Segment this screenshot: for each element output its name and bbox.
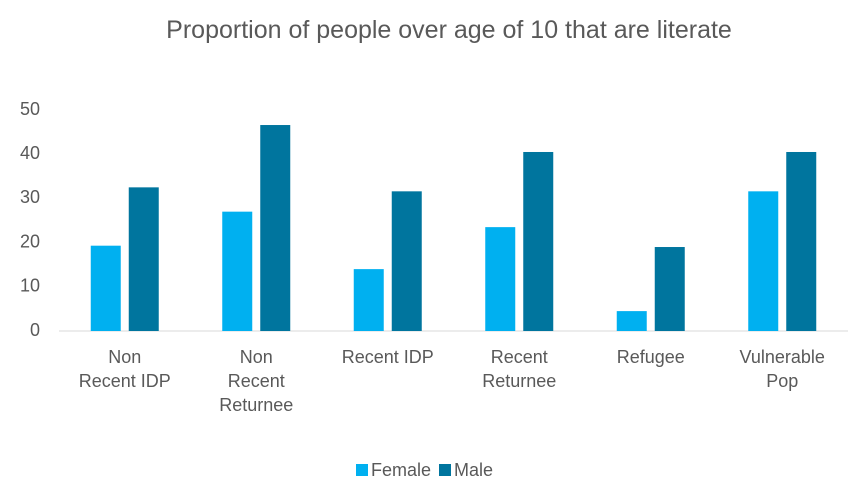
chart-title: Proportion of people over age of 10 that… — [166, 16, 732, 44]
y-tick-label: 20 — [20, 231, 40, 251]
x-tick-label: Non Recent IDP — [78, 347, 171, 391]
bar — [485, 227, 516, 331]
y-tick-label: 40 — [20, 143, 40, 163]
legend-swatch — [355, 464, 368, 476]
bar — [391, 191, 422, 331]
legend-swatch — [439, 464, 451, 476]
legend-item: Female — [355, 460, 431, 480]
x-tick-label: Recent IDP — [341, 347, 434, 367]
x-tick-label: Refugee — [616, 347, 685, 367]
bar — [786, 151, 817, 331]
bar — [523, 151, 554, 331]
bar — [90, 245, 121, 331]
bar — [616, 311, 647, 331]
legend: Female Male — [0, 460, 849, 481]
x-tick-label: Recent Returnee — [482, 347, 557, 391]
x-tick-label: Vulnerable Pop — [739, 347, 825, 391]
bar — [128, 187, 159, 331]
y-tick-label: 10 — [20, 276, 40, 296]
bar — [654, 247, 685, 331]
bar — [353, 269, 384, 331]
legend-label: Female — [370, 460, 431, 480]
bar — [222, 211, 253, 331]
legend-label: Male — [454, 460, 494, 480]
y-tick-label: 50 — [20, 99, 40, 119]
legend-item: Male — [439, 460, 493, 480]
y-tick-label: 0 — [30, 320, 40, 340]
y-tick-label: 30 — [20, 187, 40, 207]
x-tick-label: Non Recent Returnee — [219, 347, 294, 415]
bar — [260, 125, 291, 331]
bar — [748, 191, 779, 331]
